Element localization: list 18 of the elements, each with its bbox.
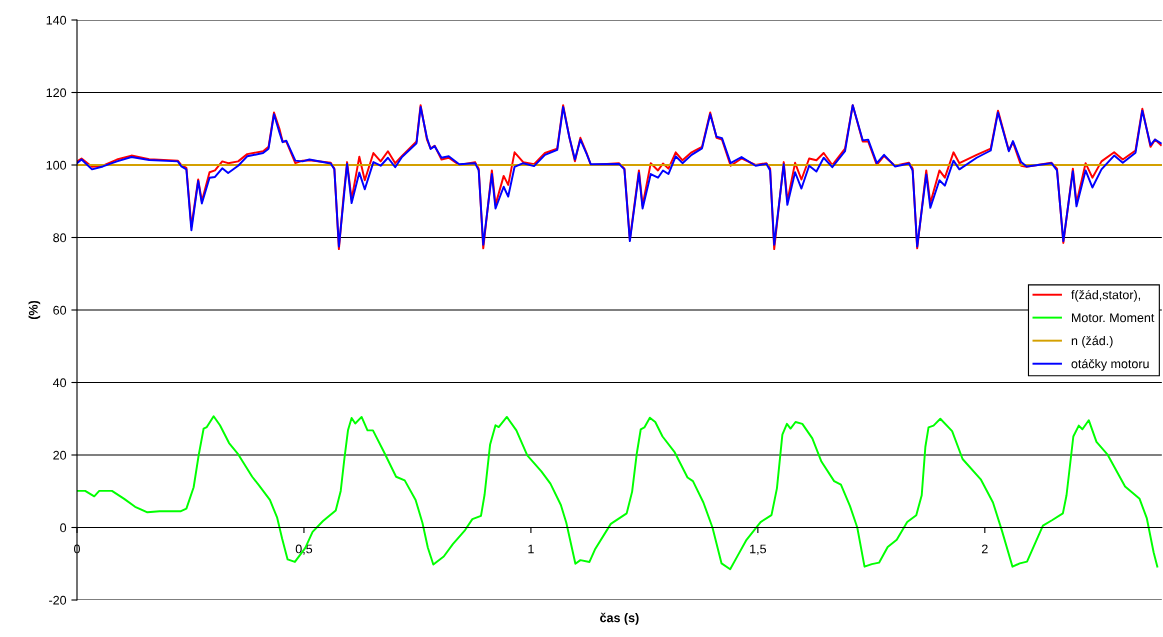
y-tick-label: 120 <box>46 88 67 98</box>
y-tick-label: 80 <box>53 233 67 243</box>
legend-label: f(žád,stator), <box>1071 289 1141 302</box>
legend-label: n (žád.) <box>1071 335 1113 348</box>
x-tick-label: 2 <box>981 544 988 554</box>
y-tick-label: 20 <box>53 450 67 460</box>
legend-label: otáčky motoru <box>1071 358 1149 371</box>
y-axis-title: (%) <box>28 300 41 320</box>
legend-label: Motor. Moment <box>1072 313 1155 323</box>
y-tick-label: 100 <box>46 160 67 170</box>
y-tick-label: 60 <box>53 305 67 315</box>
y-tick-label: 0 <box>60 523 67 533</box>
x-axis-title: čas (s) <box>600 612 639 625</box>
y-tick-label: 140 <box>46 15 67 25</box>
x-tick-label: 1,5 <box>750 544 767 555</box>
y-tick-label: -20 <box>49 595 67 605</box>
x-tick-label: 1 <box>528 544 534 554</box>
y-tick-label: 40 <box>52 378 67 388</box>
